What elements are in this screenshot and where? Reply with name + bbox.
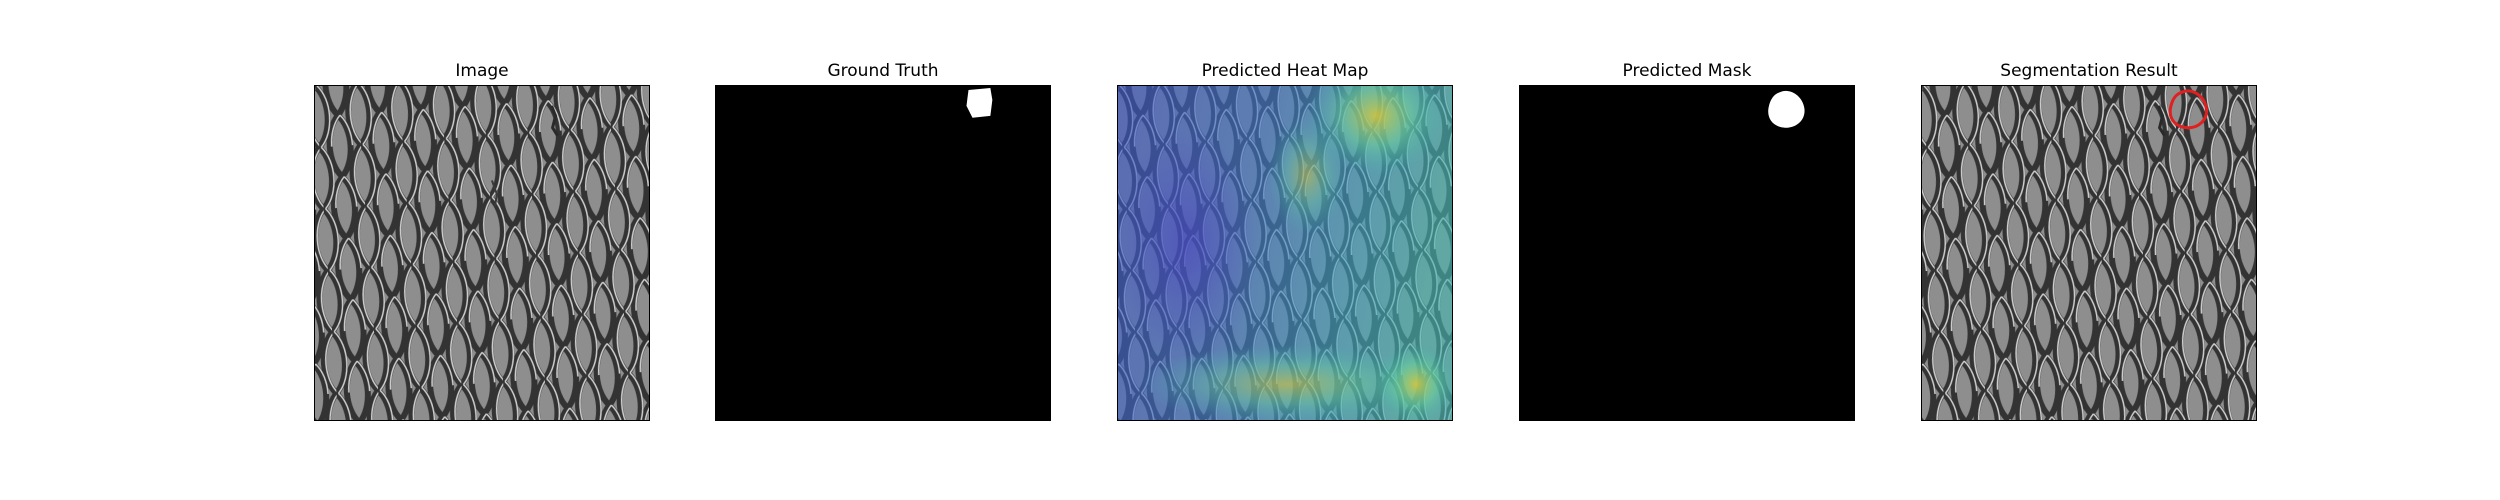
panel-title: Segmentation Result — [2000, 61, 2178, 81]
ground-truth-mask-image — [715, 85, 1051, 421]
panel-title: Predicted Heat Map — [1201, 61, 1369, 81]
contour-overlay-image — [1921, 85, 2257, 421]
panel-title: Image — [455, 61, 509, 81]
panel-title: Ground Truth — [827, 61, 939, 81]
segmentation-contour — [2168, 89, 2208, 130]
heatmap-overlay-image — [1117, 85, 1453, 421]
mesh-texture-image — [314, 85, 650, 421]
predicted-mask-image — [1519, 85, 1855, 421]
panel-title: Predicted Mask — [1622, 61, 1752, 81]
